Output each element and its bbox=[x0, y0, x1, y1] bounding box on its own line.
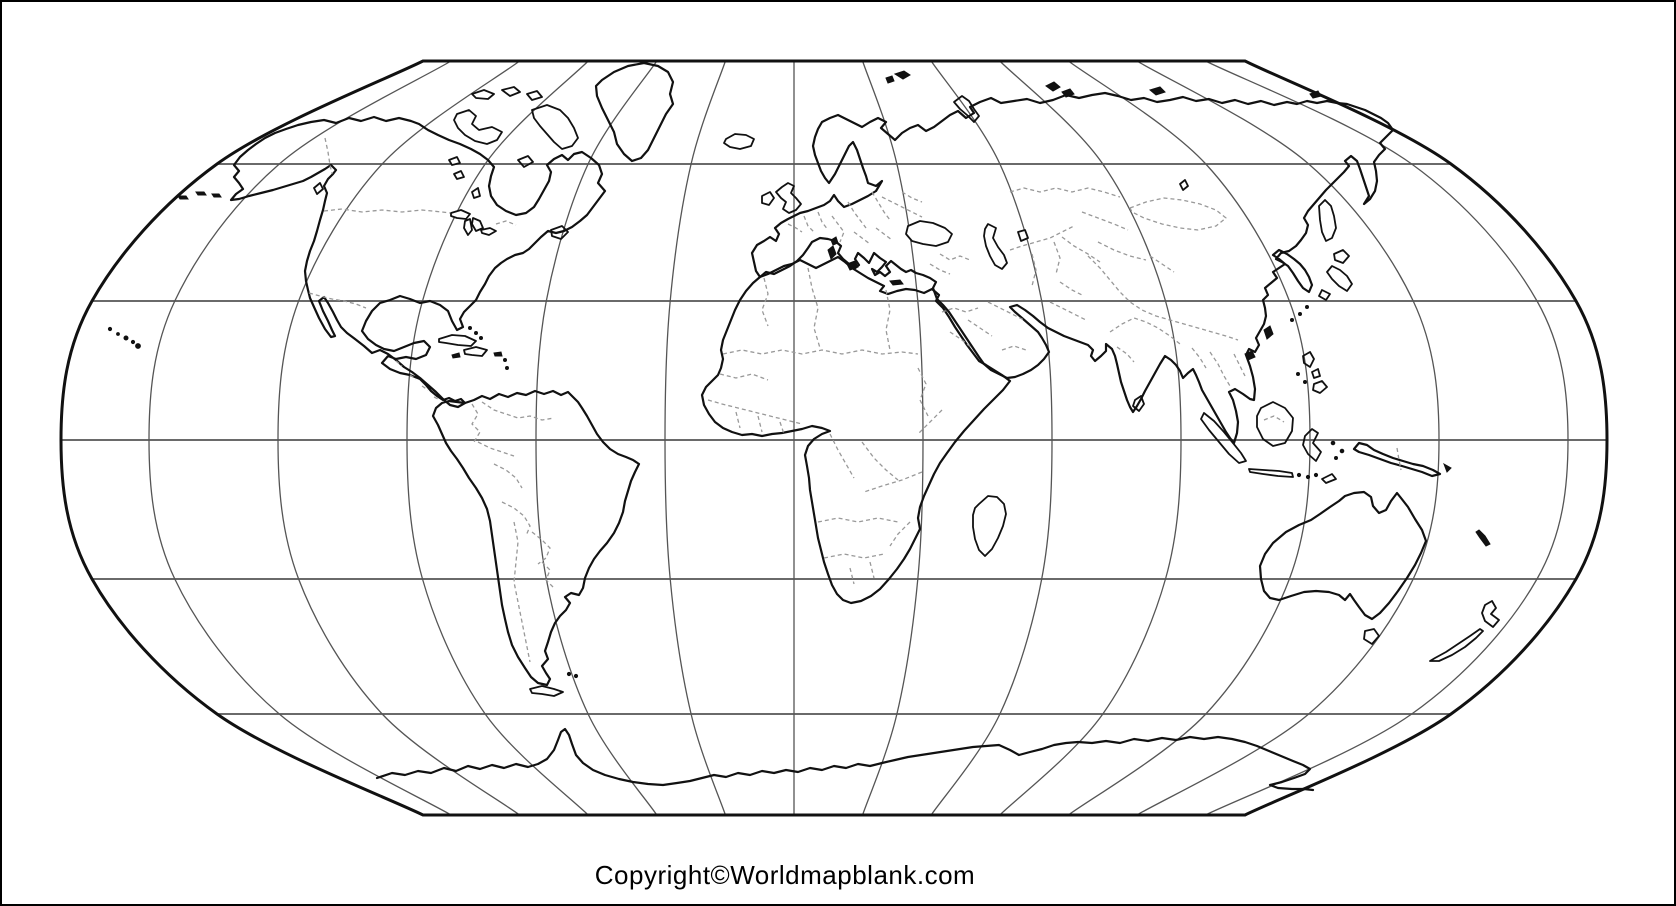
meridian-line bbox=[861, 60, 924, 816]
great-lakes bbox=[448, 156, 497, 236]
meridian-line bbox=[664, 60, 727, 816]
caspian-sea bbox=[983, 223, 1008, 270]
antarctica-outline bbox=[375, 727, 1315, 792]
aral-sea bbox=[1017, 229, 1029, 242]
tasmania-outline bbox=[1363, 628, 1380, 645]
arctic-islands-outline bbox=[313, 86, 579, 240]
madagascar-outline bbox=[972, 495, 1007, 557]
landmasses bbox=[107, 61, 1500, 792]
ireland-outline bbox=[761, 191, 775, 206]
sri-lanka-outline bbox=[1132, 395, 1145, 412]
lake-baikal bbox=[1179, 179, 1189, 191]
borneo-outline bbox=[1256, 401, 1294, 447]
meridian-line bbox=[1136, 60, 1440, 816]
africa-outline bbox=[700, 255, 1012, 605]
timor-outline bbox=[1321, 473, 1337, 484]
meridian-line bbox=[277, 60, 521, 816]
falkland-islands bbox=[566, 671, 572, 677]
sulawesi-outline bbox=[1302, 428, 1322, 462]
greenland-outline bbox=[594, 61, 675, 163]
iceland-outline bbox=[723, 133, 755, 150]
black-sea bbox=[905, 220, 953, 247]
new-guinea-outline bbox=[1352, 441, 1442, 478]
pacific-small-islands bbox=[107, 191, 222, 349]
south-america-outline bbox=[431, 389, 641, 687]
meridian-line bbox=[148, 60, 452, 816]
new-zealand-outline bbox=[1429, 600, 1500, 662]
java-outline bbox=[1248, 468, 1294, 478]
sumatra-outline bbox=[1200, 412, 1247, 464]
meridian-line bbox=[999, 60, 1182, 816]
japan-outline bbox=[1318, 249, 1353, 301]
caribbean-islands bbox=[438, 326, 509, 370]
meridian-line bbox=[1205, 60, 1569, 816]
map-boundary bbox=[59, 59, 1609, 817]
north-america-outline bbox=[229, 115, 607, 409]
meridian-line bbox=[535, 60, 658, 816]
meridian-line bbox=[1067, 60, 1311, 816]
australia-outline bbox=[1258, 490, 1428, 621]
new-caledonia bbox=[1475, 529, 1491, 547]
country-borders-dashed bbox=[308, 137, 1402, 663]
sakhalin-outline bbox=[1318, 199, 1337, 242]
eurasia-outline bbox=[750, 91, 1395, 445]
indonesia-islands bbox=[1200, 401, 1452, 484]
meridian-line bbox=[930, 60, 1053, 816]
graticule bbox=[59, 59, 1609, 817]
copyright-text: Copyright©Worldmapblank.com bbox=[594, 860, 976, 890]
inland-seas bbox=[905, 179, 1189, 270]
meridian-line bbox=[406, 60, 589, 816]
great-britain-outline bbox=[775, 182, 802, 214]
philippines-outline bbox=[1302, 351, 1328, 394]
tierra-del-fuego-outline bbox=[529, 685, 564, 697]
eurasian-islands bbox=[761, 70, 1353, 412]
novaya-zemlya-outline bbox=[953, 95, 980, 123]
